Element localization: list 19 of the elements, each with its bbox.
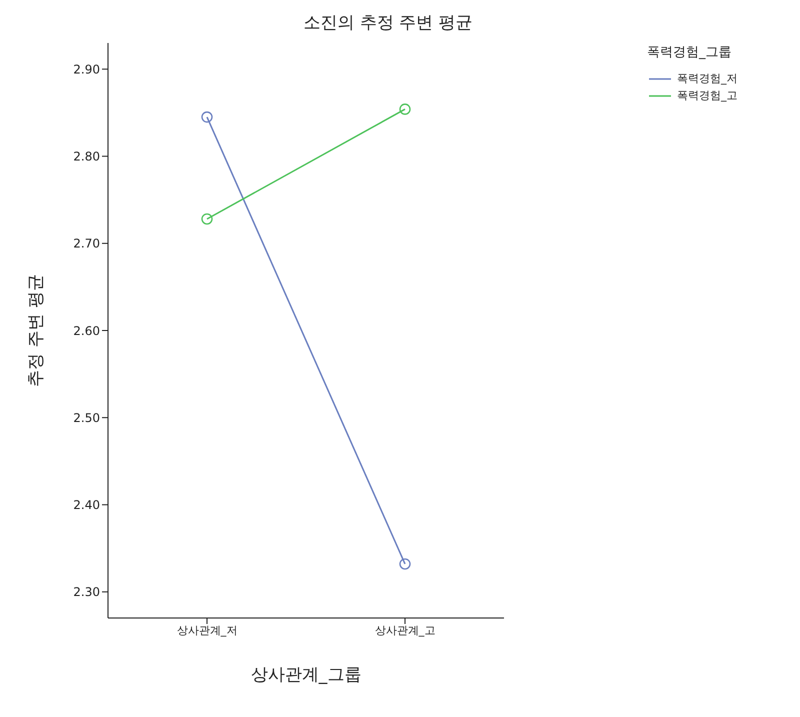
point <box>201 213 213 225</box>
y-tick-label: 2.70 <box>73 236 100 251</box>
y-tick-label: 2.80 <box>73 150 100 164</box>
y-tick-label: 2.90 <box>73 62 100 76</box>
y-tick-label: 2.30 <box>73 585 100 600</box>
x-tick-label: 상사관계_고 <box>374 624 436 637</box>
legend-label: 폭력경험_저 <box>677 71 738 86</box>
y-tick-label: 2.50 <box>73 410 100 425</box>
chart-title: 소진의 추정 주변 평균 <box>302 12 474 35</box>
point <box>399 104 411 115</box>
legend-label: 폭력경험_고 <box>677 88 738 103</box>
x-tick-label: 상사관계_저 <box>176 624 238 637</box>
y-tick-label: 2.60 <box>73 324 100 338</box>
x-axis-title: 상사관계_그룹 <box>250 665 362 685</box>
y-tick-label: 2.40 <box>73 498 100 512</box>
point <box>399 558 411 570</box>
point <box>201 111 213 123</box>
legend-title: 폭력경험_그룹 <box>647 44 732 61</box>
y-axis-title: 추정 주변 평균 <box>26 274 46 387</box>
